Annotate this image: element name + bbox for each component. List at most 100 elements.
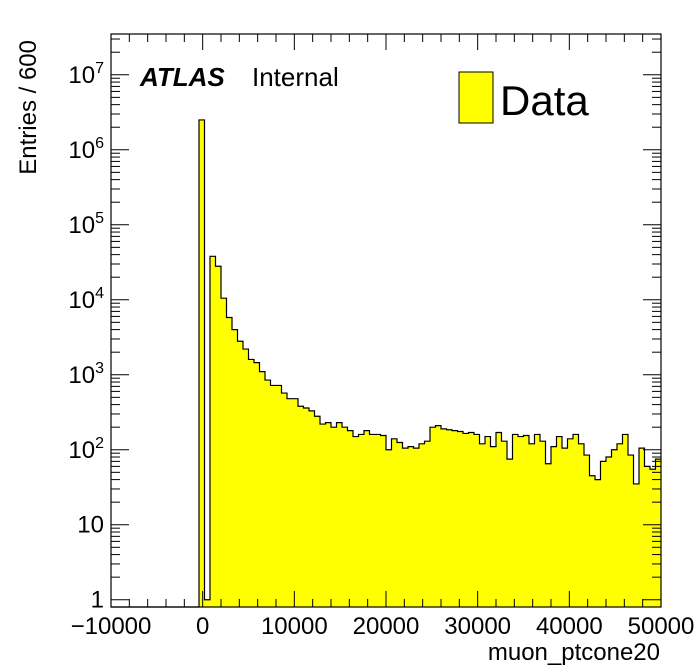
histogram-bar bbox=[595, 479, 601, 607]
histogram-bar bbox=[221, 298, 227, 607]
histogram-bar bbox=[215, 266, 221, 607]
histogram-bar bbox=[441, 428, 447, 607]
histogram-bar bbox=[336, 422, 342, 607]
x-tick-label: 30000 bbox=[444, 613, 511, 640]
histogram-bar bbox=[375, 434, 381, 607]
histogram-bar bbox=[617, 443, 623, 607]
legend-swatch bbox=[458, 71, 494, 124]
histogram-bar bbox=[303, 408, 309, 607]
histogram-bar bbox=[259, 371, 265, 607]
histogram-bar bbox=[391, 438, 397, 607]
y-tick-label: 10 bbox=[77, 512, 104, 539]
histogram-bar bbox=[507, 459, 513, 607]
histogram-bar bbox=[512, 434, 518, 607]
histogram-bar bbox=[463, 433, 469, 607]
y-tick-label: 105 bbox=[68, 210, 104, 239]
histogram-bar bbox=[600, 461, 606, 607]
histogram-bar bbox=[254, 362, 260, 607]
histogram-bar bbox=[424, 441, 430, 607]
histogram-bar bbox=[364, 430, 370, 607]
histogram-bar bbox=[204, 599, 210, 607]
histogram-bar bbox=[485, 436, 491, 607]
histogram-bar bbox=[474, 434, 480, 607]
y-axis-label: Entries / 600 bbox=[15, 40, 42, 175]
x-tick-label: −10000 bbox=[71, 613, 152, 640]
histogram-bars bbox=[199, 119, 661, 607]
y-tick-label: 106 bbox=[68, 135, 104, 164]
histogram-outline bbox=[111, 119, 661, 608]
histogram-bar bbox=[320, 424, 326, 607]
histogram-bar bbox=[402, 448, 408, 607]
histogram-bar bbox=[545, 463, 551, 607]
histogram-bar bbox=[556, 436, 562, 607]
histogram-bar bbox=[386, 449, 392, 607]
histogram-bar bbox=[523, 435, 529, 607]
histogram-bar bbox=[413, 448, 419, 607]
histogram-bar bbox=[639, 448, 645, 607]
histogram-bar bbox=[408, 446, 414, 607]
histogram-bar bbox=[633, 483, 639, 607]
histogram-bar bbox=[479, 443, 485, 607]
y-tick-label: 102 bbox=[68, 435, 104, 464]
histogram-bar bbox=[611, 449, 617, 607]
histogram-bar bbox=[589, 475, 595, 607]
axis-tick-labels: −10000 0 10000 20000 30000 40000 50000 1 10 102 10… bbox=[68, 60, 694, 640]
histogram-bar bbox=[380, 435, 386, 607]
histogram-bar bbox=[292, 398, 298, 607]
histogram-bar bbox=[430, 427, 436, 607]
histogram-bar bbox=[309, 410, 315, 607]
x-axis-label: muon_ptcone20 bbox=[488, 639, 660, 666]
x-tick-label: 20000 bbox=[353, 613, 420, 640]
histogram-bar bbox=[353, 436, 359, 607]
histogram-bar bbox=[397, 442, 403, 607]
histogram-bar bbox=[314, 416, 320, 607]
x-tick-label: 50000 bbox=[628, 613, 695, 640]
histogram-bar bbox=[281, 393, 287, 607]
histogram-bar bbox=[210, 256, 216, 607]
histogram-bar bbox=[655, 459, 661, 607]
axis-ticks bbox=[110, 34, 662, 607]
histogram-bar bbox=[226, 317, 232, 607]
histogram-bar bbox=[265, 380, 271, 607]
histogram-bar bbox=[644, 466, 650, 607]
histogram-bar bbox=[540, 441, 546, 607]
histogram-bar bbox=[298, 406, 304, 607]
histogram-bar bbox=[347, 430, 353, 607]
histogram-bar bbox=[248, 359, 254, 607]
histogram-bar bbox=[567, 438, 573, 607]
histogram-bar bbox=[628, 455, 634, 607]
histogram-bar bbox=[622, 434, 628, 607]
histogram-bar bbox=[573, 434, 579, 607]
y-tick-label: 104 bbox=[68, 285, 104, 314]
histogram-bar bbox=[358, 434, 364, 607]
histogram-bar bbox=[331, 427, 337, 607]
x-tick-label: 0 bbox=[196, 613, 209, 640]
histogram-bar bbox=[287, 398, 293, 607]
x-tick-label: 40000 bbox=[536, 613, 603, 640]
histogram-bar bbox=[237, 341, 243, 607]
atlas-label: ATLAS bbox=[139, 62, 225, 92]
histogram-bar bbox=[435, 425, 441, 607]
x-tick-label: 10000 bbox=[261, 613, 328, 640]
histogram-bar bbox=[650, 469, 656, 607]
histogram-bar bbox=[518, 436, 524, 607]
histogram-bar bbox=[452, 430, 458, 607]
histogram-bar bbox=[578, 443, 584, 607]
histogram-bar bbox=[529, 443, 535, 607]
y-tick-label: 1 bbox=[91, 587, 104, 614]
histogram-bar bbox=[199, 119, 205, 607]
histogram-bar bbox=[468, 432, 474, 607]
histogram-bar bbox=[325, 422, 331, 607]
histogram-bar bbox=[490, 446, 496, 607]
histogram-bar bbox=[276, 385, 282, 607]
histogram-bar bbox=[419, 443, 425, 607]
legend-label: Data bbox=[500, 77, 589, 124]
histogram-bar bbox=[551, 446, 557, 607]
histogram-bar bbox=[270, 385, 276, 607]
histogram-bar bbox=[342, 427, 348, 607]
histogram-bar bbox=[562, 448, 568, 607]
histogram-bar bbox=[534, 434, 540, 607]
histogram-bar bbox=[369, 434, 375, 607]
histogram-bar bbox=[606, 457, 612, 607]
